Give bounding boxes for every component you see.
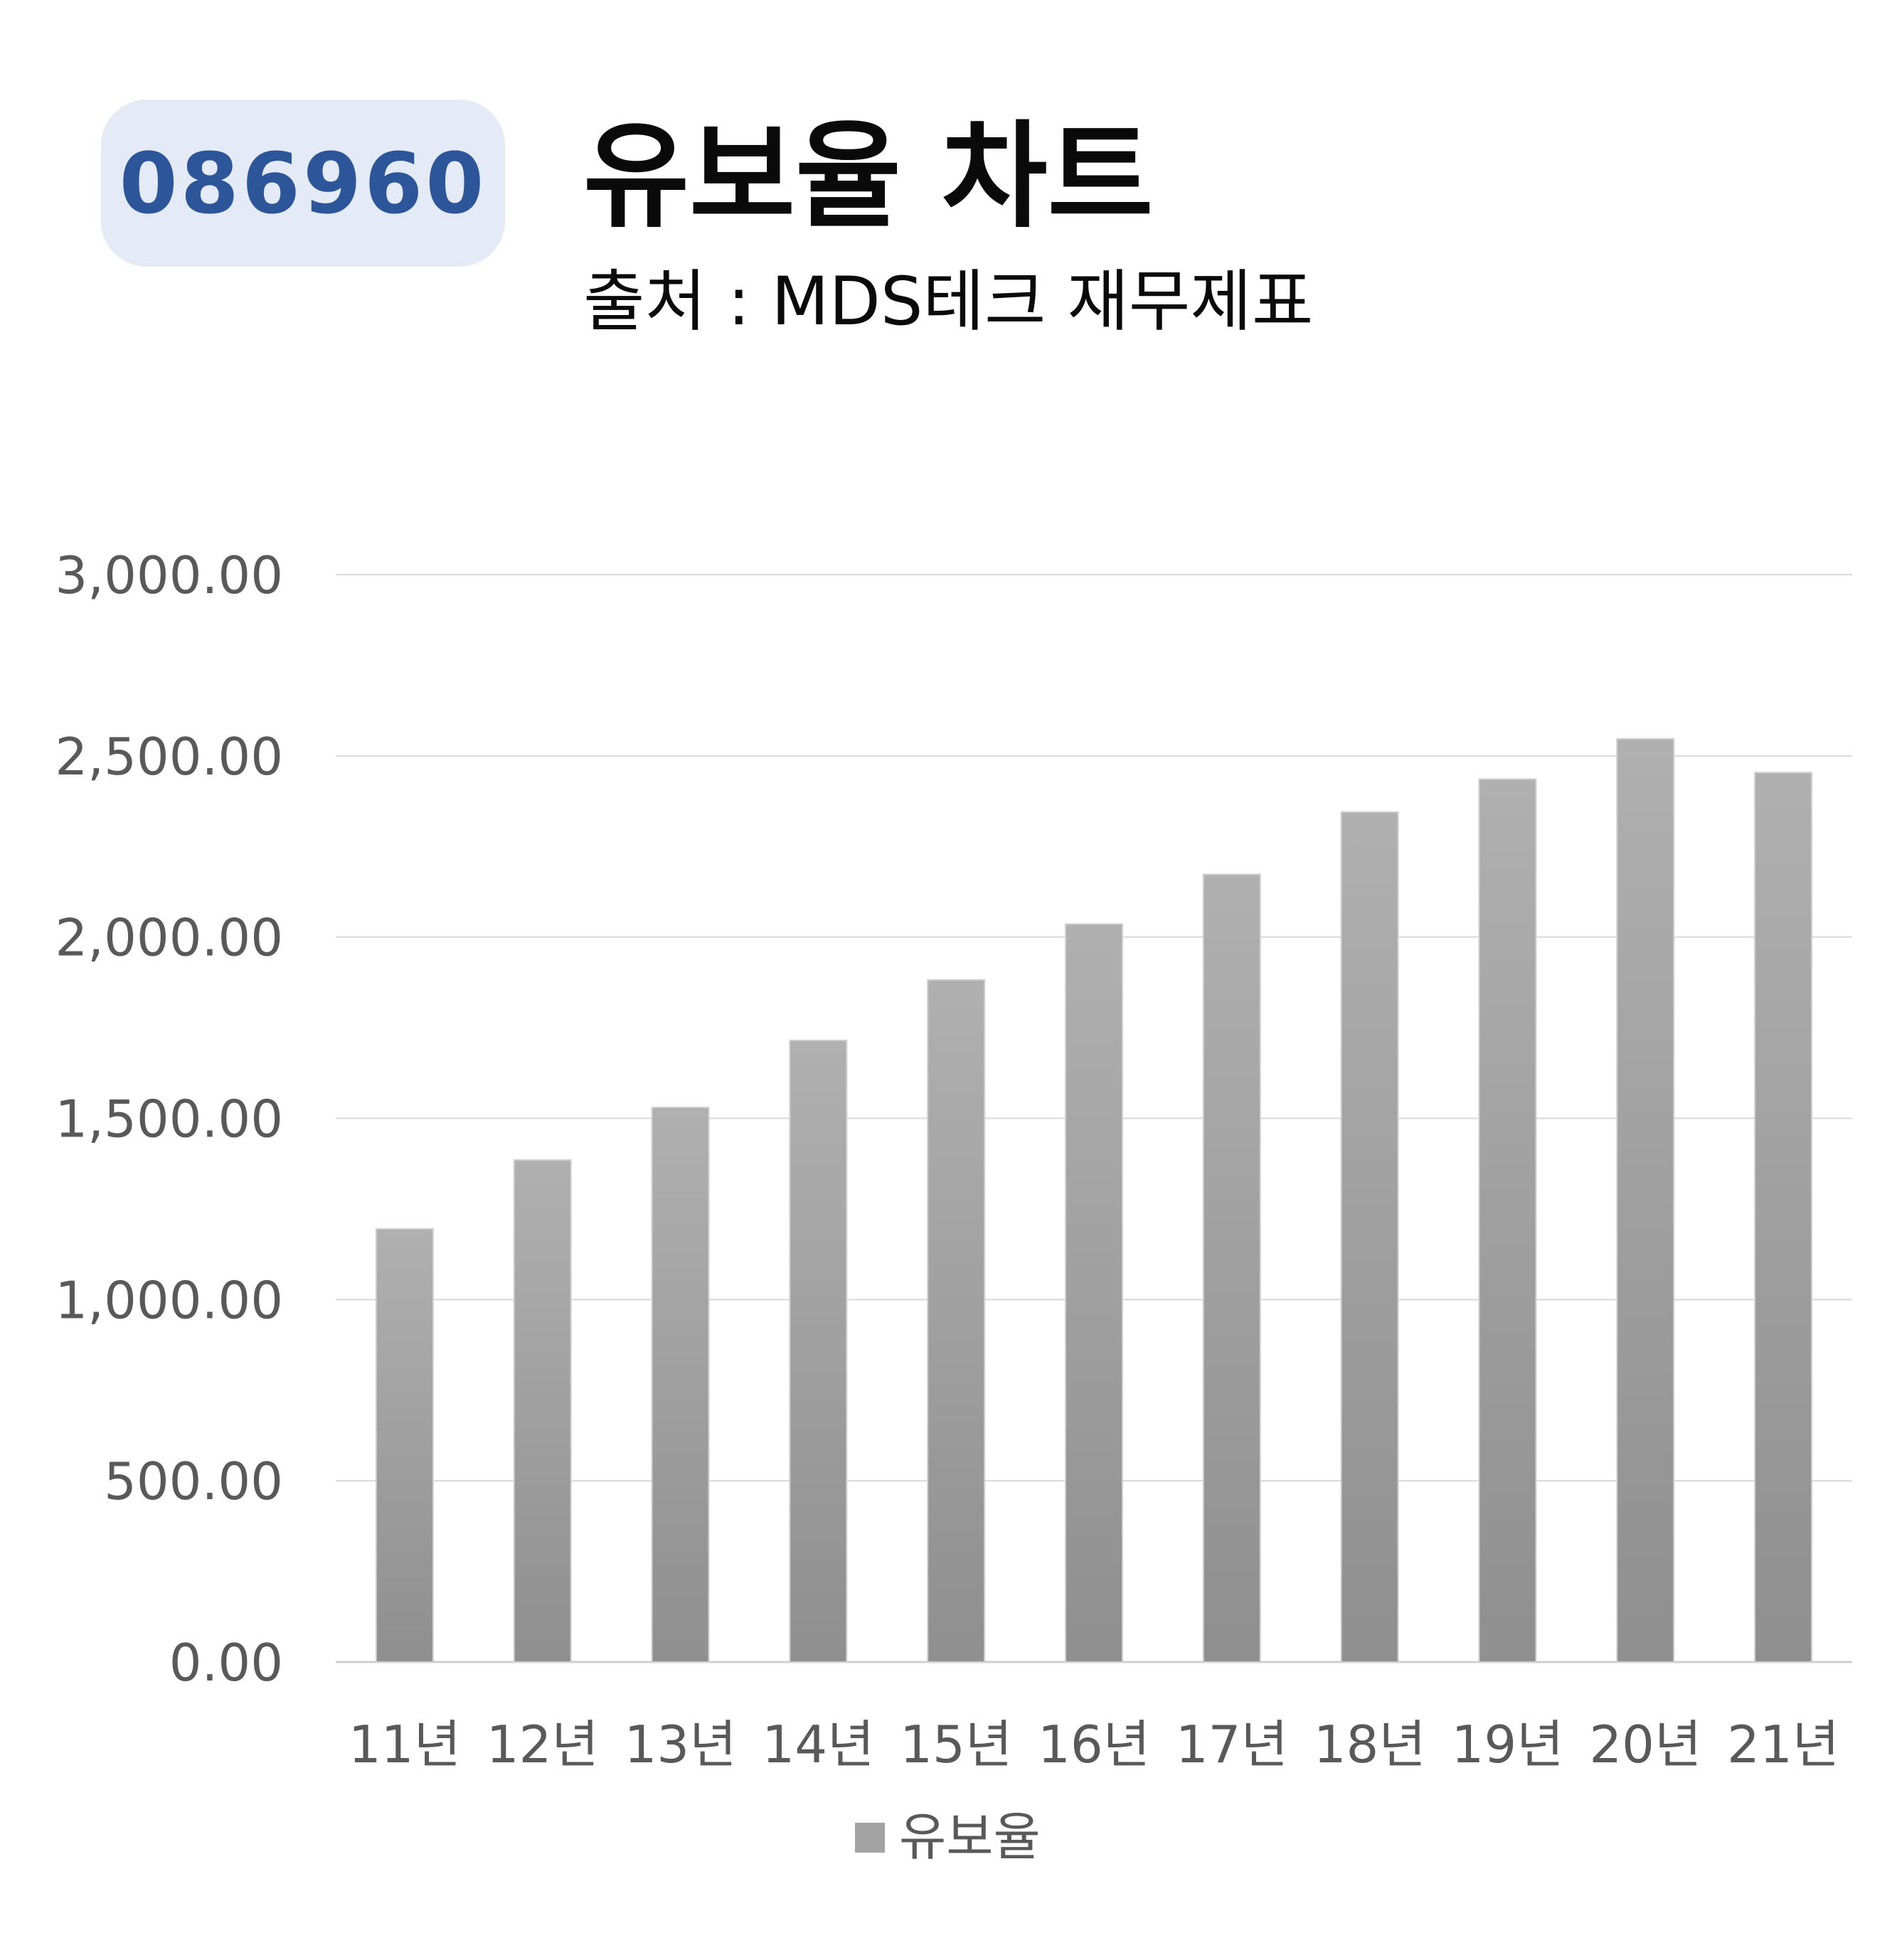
x-tick-label: 18년 <box>1314 1715 1426 1774</box>
bar <box>1340 811 1399 1663</box>
bar <box>513 1159 572 1663</box>
y-tick-label: 0.00 <box>169 1633 283 1693</box>
x-tick-label: 16년 <box>1038 1715 1150 1774</box>
y-tick-label: 500.00 <box>104 1452 283 1511</box>
x-tick-label: 17년 <box>1176 1715 1288 1774</box>
x-tick-label: 11년 <box>349 1715 461 1774</box>
x-tick-label: 19년 <box>1452 1715 1564 1774</box>
bar <box>375 1227 434 1663</box>
bars <box>375 737 1813 1663</box>
legend-swatch <box>855 1823 885 1853</box>
x-axis-ticks: 11년 12년 13년 14년 15년 16년 17년 18년 19년 20년 21년 <box>349 1715 1839 1774</box>
bar <box>1616 737 1675 1663</box>
chart-subtitle: 출처 : MDS테크 재무제표 <box>583 263 1314 341</box>
y-axis-ticks: 0.00 500.00 1,000.00 1,500.00 2,000.00 2,500.… <box>55 545 283 1693</box>
x-tick-label: 20년 <box>1589 1715 1701 1774</box>
x-tick-label: 12년 <box>487 1715 599 1774</box>
y-tick-label: 2,000.00 <box>55 908 283 968</box>
chart-title: 유보율 차트 <box>583 110 1154 244</box>
bar <box>651 1107 710 1663</box>
bar <box>1202 873 1261 1663</box>
legend: 유보율 <box>855 1807 1041 1867</box>
bar <box>1065 923 1123 1663</box>
stock-code: 086960 <box>119 134 487 233</box>
bar <box>789 1039 848 1663</box>
x-tick-label: 21년 <box>1727 1715 1839 1774</box>
y-tick-label: 1,500.00 <box>55 1090 283 1149</box>
y-tick-label: 2,500.00 <box>55 727 283 787</box>
legend-label: 유보율 <box>899 1807 1041 1867</box>
bar <box>927 979 986 1663</box>
x-tick-label: 13년 <box>625 1715 737 1774</box>
y-tick-label: 3,000.00 <box>55 545 283 605</box>
bar <box>1754 772 1813 1663</box>
y-tick-label: 1,000.00 <box>55 1270 283 1330</box>
x-tick-label: 14년 <box>762 1715 874 1774</box>
bar <box>1478 778 1537 1663</box>
stock-code-badge: 086960 <box>101 100 505 267</box>
x-tick-label: 15년 <box>900 1715 1012 1774</box>
